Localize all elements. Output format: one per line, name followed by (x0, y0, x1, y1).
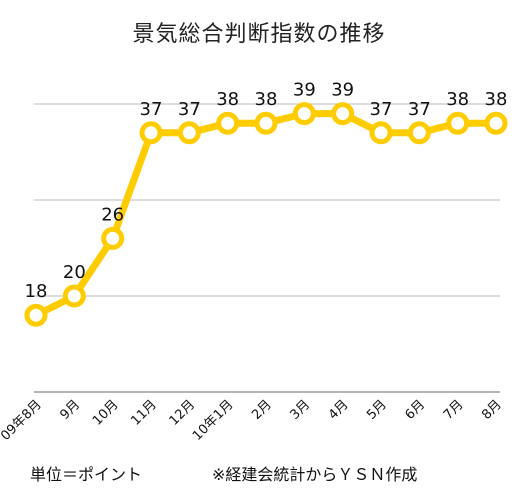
data-label-7: 39 (293, 80, 316, 101)
x-tick-label-1: 9月 (58, 397, 84, 423)
data-label-2: 26 (101, 204, 124, 225)
data-label-0: 18 (25, 281, 48, 302)
x-tick-label-12: 8月 (479, 397, 505, 423)
data-label-1: 20 (63, 262, 86, 283)
data-point-12 (484, 111, 508, 135)
data-point-6 (254, 111, 278, 135)
data-point-4 (177, 121, 201, 145)
x-tick-label-6: 2月 (249, 397, 275, 423)
data-label-5: 38 (216, 89, 239, 110)
chart-title: 景気総合判断指数の推移 (132, 22, 386, 47)
data-point-5 (216, 111, 240, 135)
data-point-10 (407, 121, 431, 145)
data-point-8 (331, 102, 355, 126)
x-tick-label-9: 5月 (364, 397, 390, 423)
x-tick-label-0: 09年8月 (0, 397, 45, 444)
data-label-3: 37 (140, 99, 163, 120)
x-tick-label-4: 12月 (167, 397, 198, 428)
data-label-4: 37 (178, 99, 201, 120)
data-point-0 (24, 303, 48, 327)
data-label-12: 38 (485, 89, 508, 110)
x-tick-label-11: 7月 (441, 397, 467, 423)
data-label-6: 38 (255, 89, 278, 110)
x-tick-label-10: 6月 (403, 397, 429, 423)
data-label-8: 39 (331, 80, 354, 101)
data-point-1 (62, 284, 86, 308)
data-point-7 (292, 102, 316, 126)
data-point-9 (369, 121, 393, 145)
unit-note: 単位＝ポイント (30, 465, 143, 484)
x-tick-label-8: 4月 (326, 397, 352, 423)
x-tick-label-7: 3月 (288, 397, 314, 423)
data-label-9: 37 (370, 99, 393, 120)
x-tick-label-3: 11月 (128, 397, 159, 428)
data-point-11 (446, 111, 470, 135)
x-tick-label-5: 10年1月 (190, 397, 237, 444)
x-tick-label-2: 10月 (90, 397, 121, 428)
data-label-10: 37 (408, 99, 431, 120)
source-note: ※経建会統計からＹＳＮ作成 (212, 465, 418, 484)
data-point-3 (139, 121, 163, 145)
data-point-2 (101, 226, 125, 250)
data-label-11: 38 (446, 89, 469, 110)
